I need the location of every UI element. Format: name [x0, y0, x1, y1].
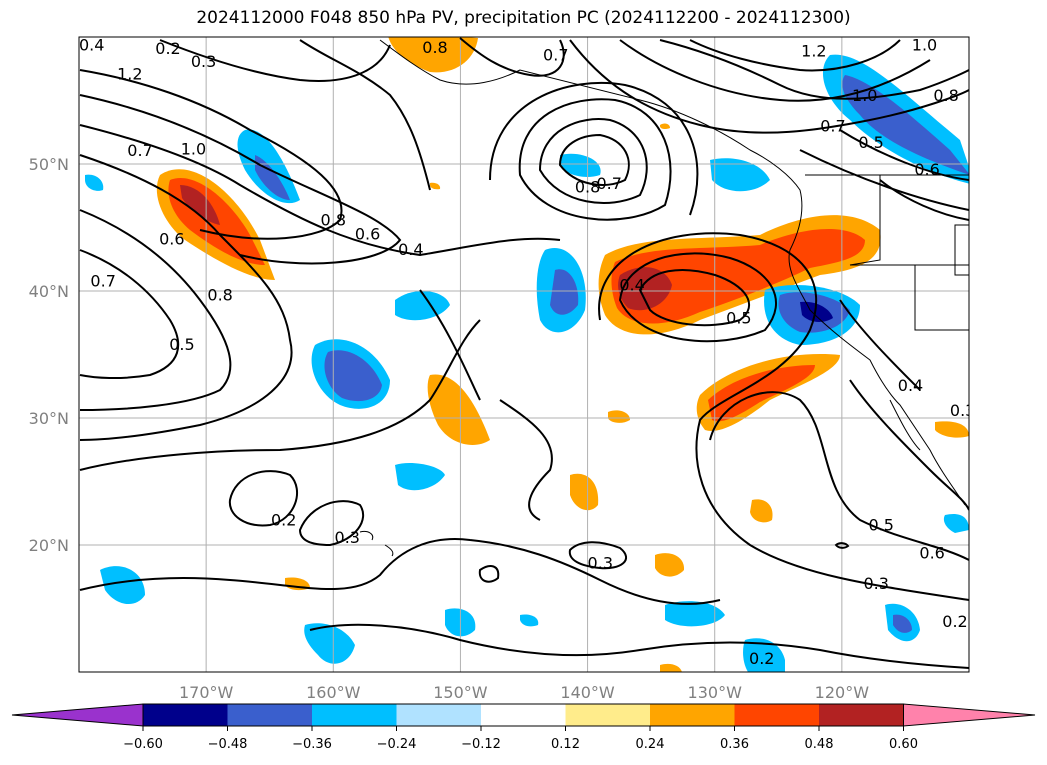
- lat-tick-label: 20°N: [29, 536, 69, 555]
- contour-label: 0.4: [79, 35, 104, 54]
- colorbar-tick-label: 0.48: [805, 737, 834, 752]
- colorbar-segment: [312, 704, 397, 726]
- lat-tick-label: 40°N: [29, 282, 69, 301]
- contour-label: 0.4: [898, 376, 923, 395]
- lon-tick-label: 130°W: [688, 683, 743, 702]
- contour-label: 0.7: [90, 272, 115, 291]
- colorbar-tick-label: 0.60: [889, 737, 918, 752]
- colorbar-segment: [143, 704, 228, 726]
- colorbar-segment: [565, 704, 650, 726]
- plot-frame: [78, 36, 970, 673]
- colorbar-tick-label: −0.48: [208, 737, 248, 752]
- contour-label: 0.8: [321, 211, 346, 230]
- contour-label: 1.0: [852, 86, 877, 105]
- contour-label: 0.5: [726, 308, 751, 327]
- contour-label: 0.8: [575, 178, 600, 197]
- contour-label: 1.0: [912, 35, 937, 54]
- contour-label: 0.3: [588, 554, 613, 573]
- colorbar-tick-label: 0.12: [551, 737, 580, 752]
- contour-label: 0.6: [355, 225, 380, 244]
- contour-label: 0.6: [159, 230, 184, 249]
- colorbar-segment: [481, 704, 566, 726]
- contour-label: 0.4: [398, 240, 423, 259]
- lon-tick-label: 120°W: [815, 683, 870, 702]
- contour-label: 0.8: [422, 38, 447, 57]
- colorbar-segment: [734, 704, 819, 726]
- contour-label: 1.2: [117, 65, 142, 84]
- contour-label: 0.2: [749, 649, 774, 668]
- pv-contours: [79, 37, 969, 669]
- colorbar-tick-label: −0.60: [123, 737, 163, 752]
- contour-label: 1.0: [181, 140, 206, 159]
- contour-label: 0.3: [950, 401, 975, 420]
- contour-label: 1.2: [801, 42, 826, 61]
- lon-tick-label: 170°W: [179, 683, 234, 702]
- contour-label: 0.6: [919, 543, 944, 562]
- contour-label: 0.2: [155, 39, 180, 58]
- colorbar-tick-label: 0.24: [636, 737, 665, 752]
- precip-shading: [85, 37, 969, 672]
- contour-label: 0.7: [596, 174, 621, 193]
- contour-label: 0.7: [127, 141, 152, 160]
- colorbar-tick-label: −0.24: [377, 737, 417, 752]
- contour-label: 0.5: [858, 133, 883, 152]
- contour-label: 0.4: [619, 275, 644, 294]
- contour-label: 0.8: [933, 86, 958, 105]
- contour-label: 0.7: [543, 46, 568, 65]
- contour-label: 0.3: [191, 52, 216, 71]
- contour-label: 0.3: [863, 574, 888, 593]
- coastlines: [359, 39, 969, 557]
- contour-label: 0.5: [869, 515, 894, 534]
- contour-label: 0.7: [820, 117, 845, 136]
- colorbar-extend-low: [11, 703, 144, 727]
- lat-tick-label: 50°N: [29, 155, 69, 174]
- colorbar-tick-label: 0.36: [720, 737, 749, 752]
- contour-label: 0.3: [335, 528, 360, 547]
- colorbar: −0.60 −0.48 −0.36 −0.24 −0.12 0.12 0.24 0.36 0.4…: [11, 703, 1036, 752]
- colorbar-segment: [396, 704, 481, 726]
- longitude-labels: 170°W 160°W 150°W 140°W 130°W 120°W: [179, 683, 869, 702]
- colorbar-frame: [142, 703, 904, 727]
- contour-label: 0.8: [207, 286, 232, 305]
- contour-labels: 0.4 0.20.31.20.7 1.00.60.80.70.50.80.60.40…: [79, 35, 975, 668]
- contour-label: 0.6: [914, 160, 939, 179]
- plot-area: 0.4 0.20.31.20.7 1.00.60.80.70.50.80.60.40…: [78, 35, 975, 673]
- colorbar-extend-high: [903, 703, 1036, 727]
- gridlines: [79, 37, 969, 672]
- contour-label: 0.5: [169, 335, 194, 354]
- lon-tick-label: 160°W: [306, 683, 361, 702]
- latitude-labels: 50°N 40°N 30°N 20°N: [29, 155, 69, 555]
- lon-tick-label: 140°W: [560, 683, 615, 702]
- lat-tick-label: 30°N: [29, 409, 69, 428]
- colorbar-segment: [650, 704, 735, 726]
- contour-label: 0.2: [942, 612, 967, 631]
- colorbar-tick-label: −0.36: [292, 737, 332, 752]
- map-title: 2024112000 F048 850 hPa PV, precipitatio…: [196, 8, 851, 28]
- colorbar-tick-label: −0.12: [461, 737, 501, 752]
- contour-label: 0.2: [271, 510, 296, 529]
- colorbar-segment: [227, 704, 312, 726]
- colorbar-segment: [819, 704, 904, 726]
- lon-tick-label: 150°W: [433, 683, 488, 702]
